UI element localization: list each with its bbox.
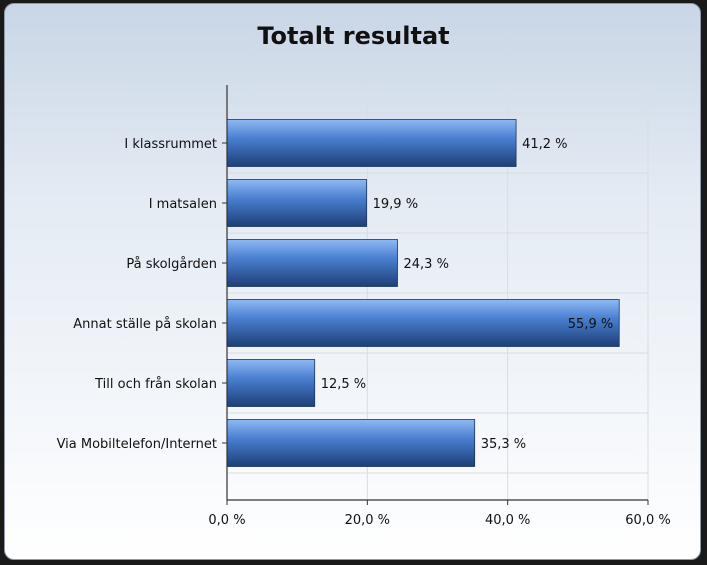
category-label: I matsalen	[149, 197, 217, 212]
value-label: 12,5 %	[321, 377, 366, 392]
chart-title: Totalt resultat	[257, 22, 450, 50]
x-tick-label: 60,0 %	[625, 513, 670, 528]
category-label: Annat ställe på skolan	[73, 317, 217, 332]
axes	[222, 85, 649, 505]
bars	[226, 119, 620, 467]
category-label: I klassrummet	[124, 137, 217, 152]
value-label: 41,2 %	[522, 137, 567, 152]
bar	[226, 119, 517, 167]
category-label: På skolgården	[126, 257, 217, 272]
bar	[226, 239, 398, 287]
value-label: 35,3 %	[481, 437, 526, 452]
bar	[226, 419, 476, 467]
bar	[226, 299, 620, 347]
x-tick-label: 20,0 %	[345, 513, 390, 528]
bar	[226, 179, 368, 227]
grid	[227, 85, 649, 500]
category-label: Till och från skolan	[94, 377, 217, 392]
bar	[226, 359, 316, 407]
value-label: 19,9 %	[373, 197, 418, 212]
x-tick-label: 40,0 %	[485, 513, 530, 528]
x-tick-label: 0,0 %	[208, 513, 245, 528]
labels: I klassrummet 41,2 % I matsalen 19,9 % På sk…	[57, 137, 671, 528]
category-label: Via Mobiltelefon/Internet	[57, 437, 217, 452]
value-label: 24,3 %	[404, 257, 449, 272]
value-label: 55,9 %	[568, 317, 613, 332]
